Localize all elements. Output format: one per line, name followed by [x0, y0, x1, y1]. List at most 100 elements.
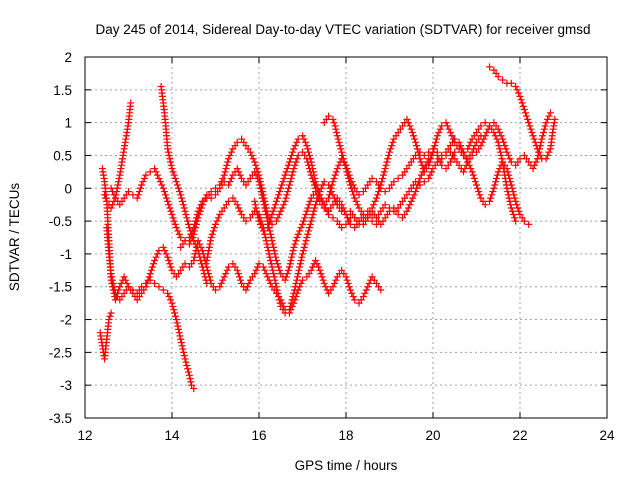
data-point — [481, 201, 489, 209]
data-point — [176, 332, 184, 340]
data-point — [430, 145, 438, 153]
data-point — [142, 279, 150, 287]
data-point — [275, 263, 283, 271]
data-point — [190, 237, 198, 245]
data-point — [320, 201, 328, 209]
data-point — [345, 178, 353, 186]
data-point — [544, 115, 552, 123]
y-tick-label: -1 — [60, 247, 72, 262]
y-tick-label: 1 — [64, 116, 72, 131]
data-point — [411, 135, 419, 143]
data-point — [298, 253, 306, 261]
data-point — [212, 286, 219, 294]
data-point — [306, 197, 314, 205]
data-point — [335, 161, 343, 169]
data-point — [217, 178, 225, 186]
data-point — [190, 224, 198, 232]
data-point — [540, 125, 548, 133]
data-point — [470, 174, 478, 182]
data-point — [412, 138, 420, 146]
data-point — [146, 270, 154, 278]
data-point — [291, 161, 299, 169]
data-point — [198, 260, 206, 268]
data-point — [334, 135, 342, 143]
data-point — [364, 283, 372, 291]
data-point — [520, 217, 528, 225]
data-point — [168, 165, 176, 173]
data-point — [111, 296, 119, 304]
data-point — [155, 174, 163, 182]
data-point — [282, 273, 290, 281]
data-point — [151, 165, 159, 173]
data-point — [390, 178, 398, 186]
data-point — [165, 201, 173, 209]
data-point — [162, 250, 170, 258]
data-point — [486, 63, 494, 71]
data-point — [138, 283, 146, 291]
data-point — [235, 168, 243, 176]
data-point — [187, 378, 195, 386]
data-point — [255, 171, 263, 179]
data-point — [223, 266, 231, 274]
data-point — [351, 194, 359, 202]
data-point — [328, 188, 335, 196]
data-point — [227, 148, 235, 156]
data-point — [493, 135, 501, 143]
data-point — [145, 273, 153, 281]
data-point — [285, 181, 293, 189]
data-point — [183, 361, 191, 369]
data-point — [413, 184, 421, 192]
data-point — [254, 168, 262, 176]
data-point — [325, 112, 333, 120]
data-point — [262, 237, 270, 245]
data-point — [166, 204, 174, 212]
data-point — [284, 188, 292, 196]
data-point — [329, 115, 337, 123]
data-point — [285, 263, 293, 271]
x-tick-label: 14 — [164, 428, 180, 443]
data-point — [285, 184, 293, 192]
data-point — [165, 151, 173, 159]
series-arc-11 — [486, 63, 559, 163]
data-point — [512, 83, 520, 91]
series-arc-10 — [320, 112, 380, 228]
data-point — [449, 135, 457, 143]
data-point — [381, 165, 389, 173]
data-point — [201, 273, 209, 281]
data-point — [303, 234, 311, 241]
data-point — [290, 243, 298, 251]
data-point — [404, 119, 412, 127]
data-point — [273, 286, 281, 294]
data-point — [271, 201, 279, 209]
data-point — [449, 151, 457, 159]
data-point — [183, 214, 191, 222]
data-point — [329, 178, 337, 186]
data-point — [517, 96, 525, 104]
data-point — [273, 194, 281, 202]
x-axis-label: GPS time / hours — [295, 458, 398, 473]
data-point — [152, 168, 160, 176]
data-point — [279, 178, 287, 186]
data-point — [309, 168, 317, 176]
data-point — [166, 260, 174, 268]
data-point — [262, 201, 270, 209]
data-point — [451, 148, 459, 156]
data-point — [545, 148, 553, 156]
x-tick-label: 22 — [512, 428, 527, 443]
data-point — [190, 384, 198, 392]
y-tick-label: 2 — [64, 50, 72, 65]
data-point — [507, 201, 515, 209]
data-point — [359, 211, 367, 219]
data-point — [304, 145, 312, 153]
data-point — [101, 191, 109, 199]
data-point — [243, 283, 251, 291]
data-point — [342, 165, 350, 173]
data-point — [544, 151, 552, 159]
data-point — [165, 293, 173, 301]
data-point — [312, 178, 320, 186]
data-point — [301, 138, 309, 146]
data-point — [235, 204, 243, 212]
data-point — [361, 289, 369, 297]
data-point — [263, 207, 271, 215]
data-point — [432, 135, 440, 143]
